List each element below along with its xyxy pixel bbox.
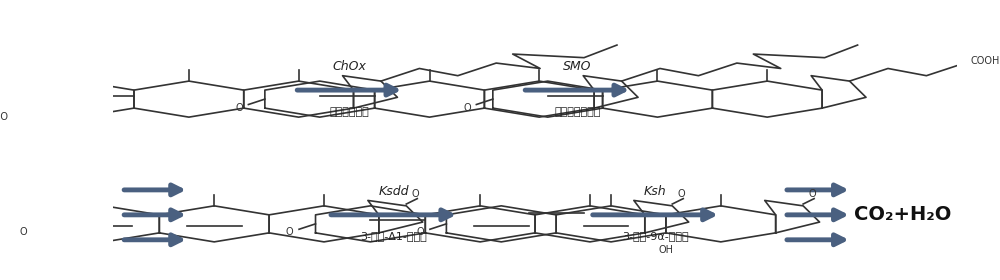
Text: O: O <box>20 227 28 237</box>
Text: O: O <box>809 189 816 199</box>
Text: O: O <box>235 103 243 113</box>
Text: 3-甚醇-Δ1-脆氢醂: 3-甚醇-Δ1-脆氢醂 <box>360 232 427 241</box>
Text: O: O <box>286 227 294 237</box>
Text: 胆固醇单加氧醂: 胆固醇单加氧醂 <box>554 107 600 117</box>
Text: ChOx: ChOx <box>332 60 366 73</box>
Text: Ksdd: Ksdd <box>378 185 409 198</box>
Text: HO: HO <box>0 112 8 122</box>
Text: O: O <box>678 189 685 199</box>
Text: COOH: COOH <box>970 56 1000 66</box>
Text: O: O <box>463 103 471 113</box>
Text: O: O <box>412 189 419 199</box>
Text: 3-甚醇-9α-羟化醂: 3-甚醇-9α-羟化醂 <box>622 232 689 241</box>
Text: OH: OH <box>658 246 673 255</box>
Text: CO₂+H₂O: CO₂+H₂O <box>854 205 951 224</box>
Text: SMO: SMO <box>563 60 592 73</box>
Text: 胆固醇氧化醂: 胆固醇氧化醂 <box>329 107 369 117</box>
Text: O: O <box>417 227 424 237</box>
Text: Ksh: Ksh <box>644 185 667 198</box>
